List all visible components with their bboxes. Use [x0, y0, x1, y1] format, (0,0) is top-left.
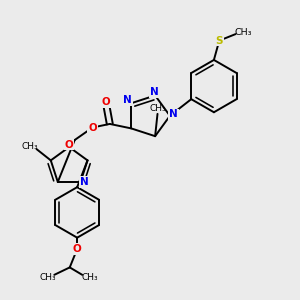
Text: N: N: [169, 109, 178, 119]
Text: S: S: [215, 36, 223, 46]
Text: CH₃: CH₃: [149, 104, 166, 113]
Text: N: N: [123, 95, 132, 105]
Text: N: N: [150, 87, 159, 97]
Text: O: O: [73, 244, 82, 254]
Text: O: O: [88, 122, 97, 133]
Text: CH₃: CH₃: [81, 273, 98, 282]
Text: N: N: [80, 177, 88, 187]
Text: O: O: [65, 140, 74, 150]
Text: CH₃: CH₃: [39, 273, 56, 282]
Text: CH₃: CH₃: [22, 142, 38, 151]
Text: CH₃: CH₃: [234, 28, 252, 37]
Text: O: O: [102, 97, 110, 107]
